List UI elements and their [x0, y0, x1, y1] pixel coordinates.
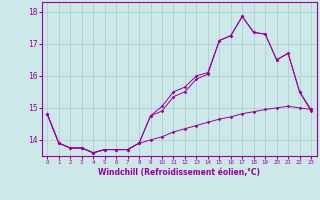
X-axis label: Windchill (Refroidissement éolien,°C): Windchill (Refroidissement éolien,°C): [98, 168, 260, 177]
